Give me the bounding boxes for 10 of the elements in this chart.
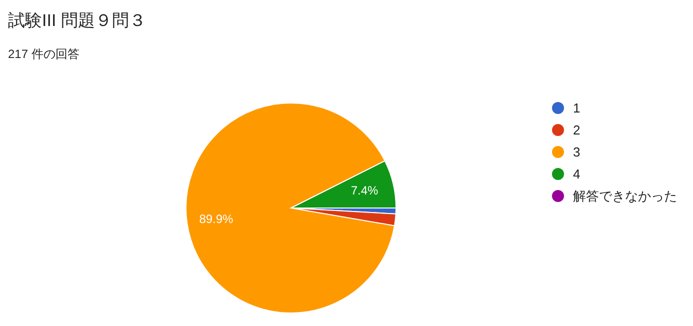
legend-label: 1 bbox=[573, 100, 580, 116]
legend-label: 4 bbox=[573, 166, 580, 182]
legend-label: 3 bbox=[573, 144, 580, 160]
data-label: 7.4% bbox=[350, 184, 379, 198]
legend-label: 2 bbox=[573, 122, 580, 138]
chart-title: 試験III 問題９問３ bbox=[8, 11, 146, 30]
text: 217 件の回答 bbox=[8, 47, 80, 61]
legend-label: 解答できなかった bbox=[573, 188, 677, 204]
pie-slice bbox=[186, 102, 395, 314]
data-label: 89.9% bbox=[199, 212, 234, 226]
